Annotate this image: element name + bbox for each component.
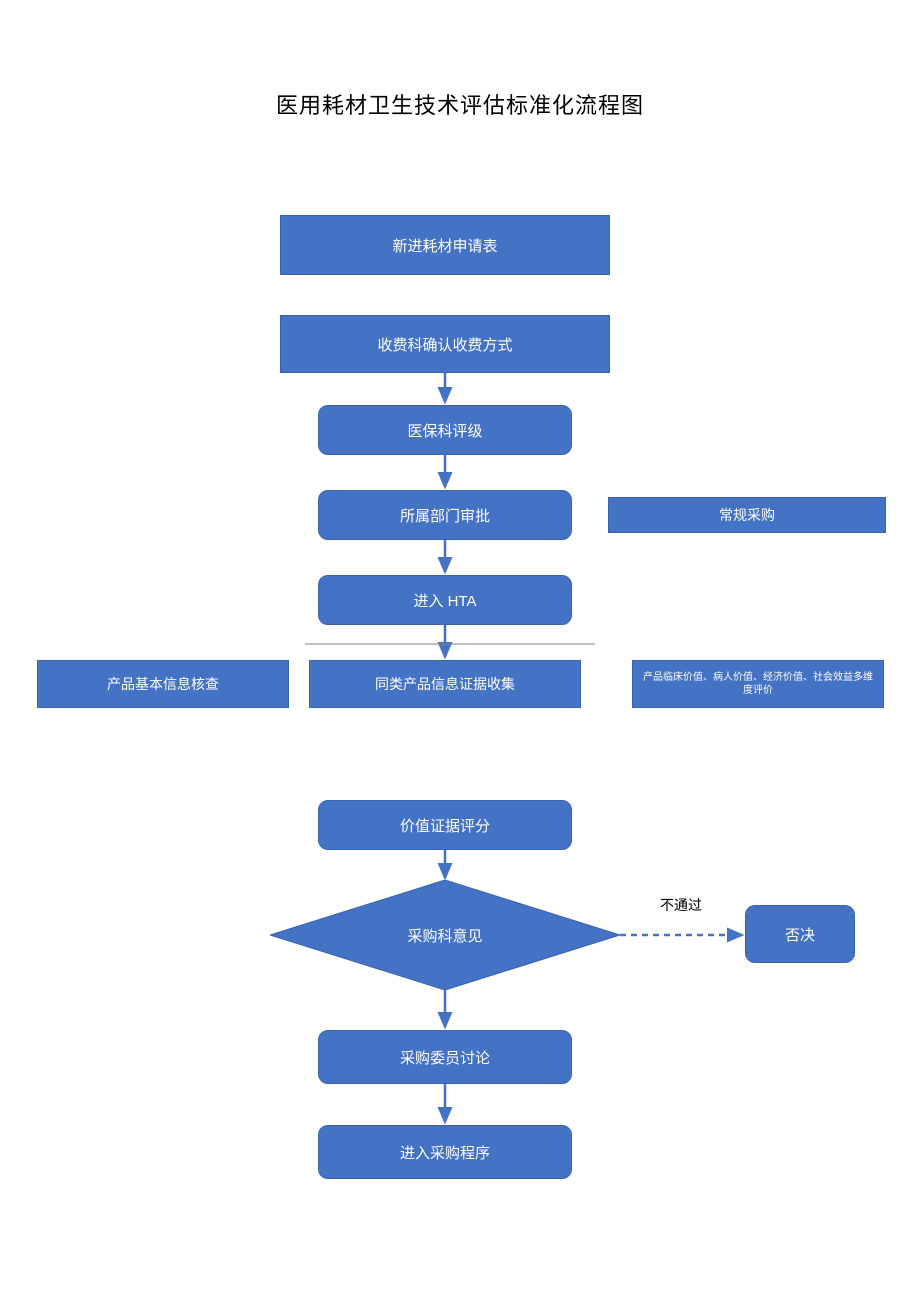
connectors — [0, 0, 920, 1301]
